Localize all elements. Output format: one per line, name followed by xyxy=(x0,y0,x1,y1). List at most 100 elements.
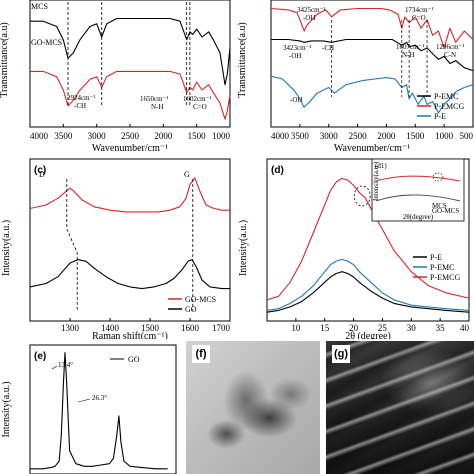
inset-highlight xyxy=(432,172,444,182)
legend-label-p-emcg: P-EMCG xyxy=(430,273,460,282)
x-tick-label-b: 3000 xyxy=(320,131,339,141)
annotation-3423: 3423cm⁻¹ xyxy=(283,44,311,52)
annotation-1296: 1296cm⁻¹ xyxy=(436,43,464,51)
inset-line-mcs xyxy=(375,194,461,202)
inset-y-title: Intensity(a.u.) xyxy=(372,161,380,201)
y-axis-title-e: Intensity(a.u.) xyxy=(1,381,12,437)
x-tick-label-a: 2000 xyxy=(154,131,173,141)
legend-label-go-mcs: GO-MCS xyxy=(185,295,216,304)
plot-frame-b xyxy=(270,0,474,128)
legend-label-p-emc: P-EMC xyxy=(434,92,458,101)
plot-frame-e xyxy=(29,344,177,474)
tem-image-panel: (f) xyxy=(186,341,320,474)
x-tick-label-d: 10 xyxy=(291,323,301,333)
shift-guide-d xyxy=(66,179,78,311)
series-label-go-mcs: GO-MCS xyxy=(31,38,62,47)
x-tick-label-b: 2500 xyxy=(349,131,368,141)
chart-e-svg: Intensity(a.u.) (e) 13.4° 26.3° GO xyxy=(1,344,177,474)
x-tick-label-a: 1000 xyxy=(212,131,231,141)
annotation-oh-3: -OH xyxy=(290,96,302,104)
series-line-d-p-emc xyxy=(266,258,470,311)
x-tick-label-c: 1700 xyxy=(212,323,231,333)
plot-frame-c xyxy=(29,158,231,322)
series-line-c-go xyxy=(29,259,230,290)
series-line-d-p-e xyxy=(266,271,470,313)
x-tick-label-d: 15 xyxy=(320,323,330,333)
inset-label: (d1) xyxy=(375,162,387,170)
chart-panel-e: Intensity(a.u.) (e) 13.4° 26.3° GO xyxy=(0,339,180,474)
inset-legend-go-mcs: GO-MCS xyxy=(432,207,459,215)
annotation-d-band: D xyxy=(39,170,45,179)
annotation-co: C=O xyxy=(412,14,426,22)
chart-panel-c: 1300 1400 1500 1600 1700 Raman shift(cm⁻¹) Int… xyxy=(0,153,237,339)
annotation-co: C=O xyxy=(193,103,207,111)
panel-label-c: (c) xyxy=(34,165,46,176)
x-tick-label-b: 1500 xyxy=(406,131,425,141)
x-tick-label-d: 35 xyxy=(436,323,446,333)
annotation-1734: 1734cm⁻¹ xyxy=(405,6,433,14)
series-line-a-mcs xyxy=(30,17,231,86)
annotation-oh-1: -OH xyxy=(303,14,315,22)
panel-label-e: (e) xyxy=(34,351,46,362)
y-axis-title-a: Transmittance(a.u) xyxy=(0,22,10,97)
annotation-1650: 1650cm⁻¹ xyxy=(140,95,168,103)
series-label-mcs: MCS xyxy=(31,2,48,11)
x-tick-label-c: 1400 xyxy=(101,323,120,333)
annotation-ch: -CH xyxy=(74,102,86,110)
chart-d-svg: 10 15 20 25 30 35 40 2θ (degree) Intensity(a.u.)… xyxy=(238,158,470,339)
x-tick-label-b: 2000 xyxy=(377,131,396,141)
x-tick-label-b: 1000 xyxy=(435,131,454,141)
chart-c-svg: 1300 1400 1500 1600 1700 Raman shift(cm⁻¹) Int… xyxy=(1,158,231,339)
x-axis-title-c: Raman shift(cm⁻¹) xyxy=(92,331,168,339)
legend-label-p-e: P-E xyxy=(434,112,446,121)
chart-panel-d: 10 15 20 25 30 35 40 2θ (degree) Intensity(a.u.)… xyxy=(237,153,474,339)
legend-label-p-e: P-E xyxy=(430,253,442,262)
x-tick-label-d: 40 xyxy=(460,323,470,333)
x-tick-label-a: 2500 xyxy=(121,131,140,141)
legend-label-go: GO xyxy=(128,355,140,364)
annotation-1607: 1607cm⁻¹ xyxy=(396,43,424,51)
x-tick-label-d: 25 xyxy=(378,323,388,333)
inset-x-title: 2θ(degree) xyxy=(403,213,434,221)
inset-line-go-mcs xyxy=(375,175,461,182)
panel-label-d: (d) xyxy=(271,165,284,176)
x-tick-label-b: 500 xyxy=(460,131,474,141)
series-line-b-p-emcg xyxy=(270,7,474,49)
x-tick-label-a: 3500 xyxy=(54,131,73,141)
x-tick-label-a: 1500 xyxy=(188,131,207,141)
x-axis-title-d: 2θ (degree) xyxy=(345,331,391,339)
x-tick-label-b: 4000 xyxy=(271,131,290,141)
panel-f-label: (f) xyxy=(192,345,210,363)
x-tick-label-c: 1500 xyxy=(141,323,160,333)
legend-label-p-emcg: P-EMCG xyxy=(434,102,464,111)
x-tick-label-d: 30 xyxy=(407,323,417,333)
chart-panel-b: 4000 3500 3000 2500 2000 1500 1000 500 Wavenumbe… xyxy=(237,0,474,153)
x-tick-label-a: 4000 xyxy=(30,131,49,141)
chart-a-svg: 4000 3500 3000 2500 2000 1500 1000 Wavenumber/c… xyxy=(0,0,231,153)
x-tick-label-a: 3000 xyxy=(88,131,107,141)
highlight-circle xyxy=(353,185,371,207)
x-tick-label-d: 20 xyxy=(349,323,359,333)
legend-label-p-emc: P-EMC xyxy=(430,263,454,272)
y-axis-title-b: Transmittance(a.u) xyxy=(237,22,248,97)
series-line-a-go-mcs xyxy=(30,70,231,120)
chart-b-svg: 4000 3500 3000 2500 2000 1500 1000 500 Wavenumbe… xyxy=(237,0,474,153)
y-axis-title-c: Intensity(a.u.) xyxy=(1,220,12,276)
x-tick-label-b: 3500 xyxy=(291,131,310,141)
x-axis-title-a: Wavenumber/cm⁻¹ xyxy=(92,143,168,153)
annotation-cn: C-N xyxy=(444,51,456,59)
annotation-nh: N-H xyxy=(151,103,163,111)
annotation-13-4: 13.4° xyxy=(58,361,73,369)
inset-frame xyxy=(371,158,465,222)
sem-image-panel: (g) xyxy=(326,341,474,474)
annotation-26-3: 26.3° xyxy=(92,394,107,402)
annotation-ch: -CH xyxy=(322,44,334,52)
annotation-1602: 1602cm⁻¹ xyxy=(183,95,211,103)
series-line-b-p-emc xyxy=(271,38,474,72)
series-line-e-go xyxy=(30,352,168,470)
annotation-oh-2: -OH xyxy=(289,52,301,60)
annotation-2924: 2924cm⁻¹ xyxy=(67,94,95,102)
annotation-g-band: G xyxy=(184,170,190,179)
plot-frame-d xyxy=(266,158,470,322)
series-line-b-p-e xyxy=(270,75,474,114)
